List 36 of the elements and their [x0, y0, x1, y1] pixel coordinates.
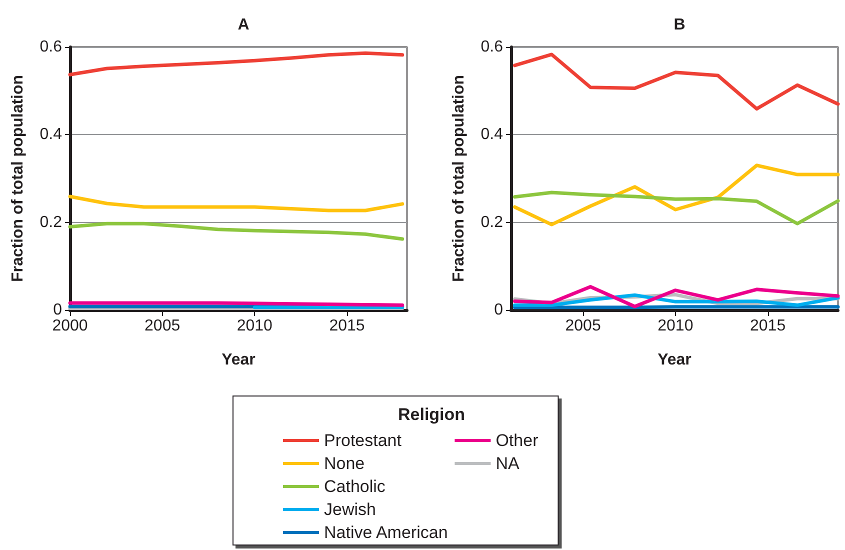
- line-series: [68, 51, 404, 76]
- line-series: [512, 285, 840, 308]
- y-axis-title: Fraction of total population: [450, 74, 468, 282]
- legend-label: Protestant: [324, 431, 402, 450]
- x-tick-label: 2010: [658, 318, 694, 334]
- legend-label: None: [324, 454, 365, 473]
- legend-label: Jewish: [324, 500, 376, 519]
- line-series: [68, 222, 404, 241]
- legend-label: Other: [496, 431, 539, 450]
- y-tick-label: 0.4: [480, 126, 504, 144]
- line-series: [512, 164, 840, 226]
- legend-label: Native American: [324, 523, 448, 542]
- x-tick-label: 2015: [329, 318, 365, 334]
- y-tick-label: 0.6: [480, 38, 504, 56]
- x-tick-label: 2000: [52, 318, 88, 334]
- legend-label: Catholic: [324, 477, 386, 496]
- x-tick-label: 2015: [750, 318, 786, 334]
- y-tick-label: 0: [494, 302, 504, 318]
- y-tick-label: 0.4: [40, 126, 62, 144]
- line-series: [512, 190, 840, 226]
- y-axis-title: Fraction of total population: [10, 74, 26, 282]
- chart-title: B: [674, 16, 686, 34]
- y-tick-label: 0.6: [40, 38, 62, 56]
- chart-title: A: [238, 16, 250, 34]
- x-axis-title: Year: [222, 352, 256, 368]
- y-tick-label: 0: [53, 302, 62, 318]
- line-series: [68, 194, 404, 212]
- x-tick-label: 2005: [144, 318, 180, 334]
- x-tick-label: 2010: [236, 318, 273, 334]
- line-series: [512, 52, 840, 111]
- y-tick-label: 0.2: [40, 214, 62, 231]
- y-tick-label: 0.2: [480, 214, 504, 231]
- legend-title: Religion: [398, 405, 466, 424]
- legend-label: NA: [496, 454, 520, 473]
- x-tick-label: 2005: [565, 318, 601, 334]
- x-axis-title: Year: [658, 352, 692, 368]
